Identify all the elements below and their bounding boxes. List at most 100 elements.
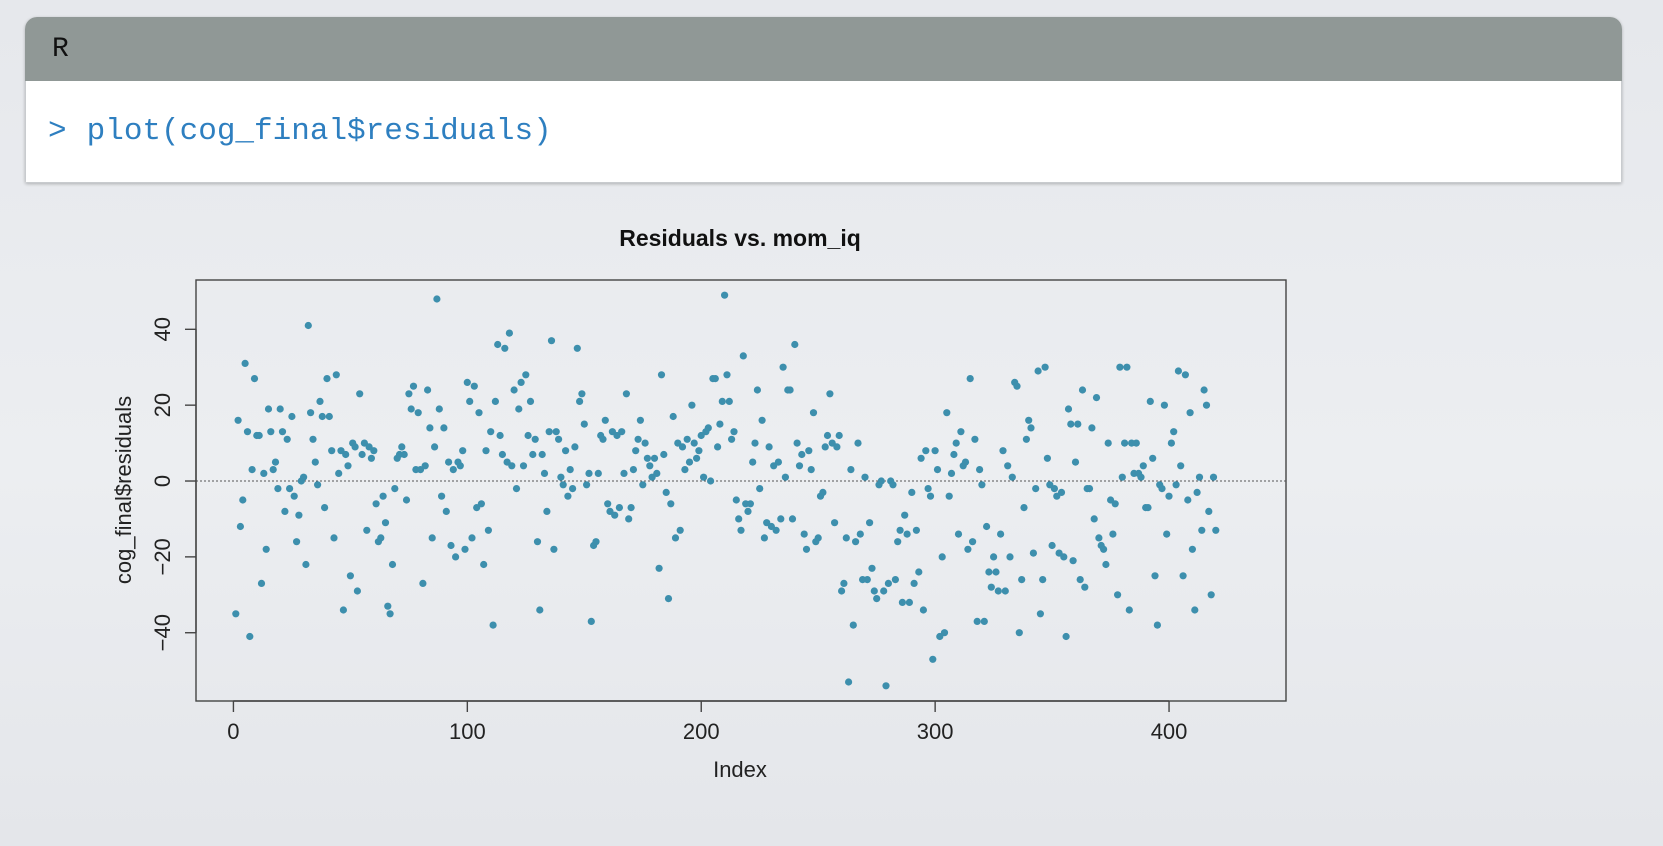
data-point — [1095, 534, 1103, 542]
data-point — [1179, 572, 1187, 580]
data-point — [447, 541, 455, 550]
data-point — [877, 477, 885, 485]
y-axis-label: cog_final$residuals — [111, 396, 136, 584]
data-point — [866, 519, 874, 527]
data-point — [1090, 515, 1098, 523]
data-point — [894, 538, 902, 546]
data-point — [505, 329, 513, 337]
data-point — [1111, 500, 1119, 508]
data-point — [798, 450, 806, 459]
x-tick-label: 0 — [227, 719, 239, 744]
data-point — [1085, 485, 1094, 493]
data-point — [232, 610, 240, 618]
data-point — [424, 386, 432, 394]
data-point — [985, 568, 993, 576]
data-point — [295, 511, 303, 519]
data-point — [676, 526, 684, 534]
data-point — [330, 534, 338, 542]
data-point — [402, 496, 411, 504]
data-point — [688, 401, 696, 409]
data-point — [463, 378, 471, 386]
data-point — [964, 545, 972, 553]
data-point — [856, 530, 864, 538]
data-point — [1039, 576, 1047, 584]
data-point — [901, 511, 909, 519]
data-point — [398, 443, 406, 451]
y-tick-label: 20 — [150, 393, 175, 417]
data-point — [854, 439, 862, 447]
data-point — [601, 416, 609, 424]
code-language-header: R — [25, 17, 1622, 81]
data-point — [1027, 424, 1035, 432]
data-point — [445, 458, 453, 466]
data-point — [646, 462, 654, 470]
data-point — [239, 496, 247, 504]
data-point — [611, 511, 619, 519]
data-point — [685, 458, 694, 466]
data-point — [1043, 454, 1051, 462]
data-point — [809, 409, 818, 417]
data-point — [538, 450, 546, 459]
data-point — [971, 435, 979, 443]
data-point — [728, 435, 736, 443]
data-point — [823, 431, 832, 440]
data-point — [896, 526, 904, 534]
data-point — [924, 485, 932, 493]
data-point — [723, 371, 731, 379]
data-point — [632, 447, 640, 455]
data-point — [1088, 424, 1096, 432]
data-point — [1198, 526, 1206, 534]
data-point — [819, 488, 827, 496]
data-point — [1076, 576, 1084, 584]
data-point — [442, 507, 450, 515]
data-point — [468, 534, 476, 542]
data-point — [898, 598, 907, 607]
data-point — [695, 447, 703, 455]
x-tick-label: 100 — [449, 719, 486, 744]
data-point — [903, 530, 911, 538]
data-point — [838, 587, 846, 595]
data-point — [510, 386, 518, 394]
data-point — [576, 397, 584, 405]
data-point — [524, 431, 532, 440]
data-point — [367, 454, 375, 462]
data-point — [880, 587, 888, 595]
data-point — [779, 363, 787, 371]
data-point — [517, 378, 525, 386]
data-point — [746, 500, 755, 508]
data-point — [236, 522, 244, 531]
x-tick-label: 200 — [683, 719, 720, 744]
data-point — [491, 397, 499, 405]
data-point — [753, 386, 762, 394]
data-point — [802, 545, 811, 553]
data-point — [926, 492, 935, 500]
data-point — [370, 447, 378, 455]
data-point — [470, 382, 478, 390]
data-point — [1078, 386, 1087, 394]
data-point — [1160, 401, 1168, 409]
data-point — [1193, 488, 1201, 496]
data-point — [391, 485, 399, 493]
data-point — [1081, 583, 1089, 591]
data-point — [433, 295, 441, 303]
data-point — [571, 443, 579, 451]
code-line: > plot(cog_final$residuals) — [25, 81, 1622, 183]
data-point — [994, 587, 1002, 595]
data-point — [426, 424, 434, 432]
data-point — [409, 382, 418, 390]
data-point — [922, 447, 930, 455]
data-point — [1202, 401, 1211, 409]
data-point — [641, 439, 649, 447]
data-point — [1015, 629, 1023, 637]
data-point — [271, 458, 280, 466]
data-point — [873, 595, 881, 603]
data-point — [1109, 530, 1117, 538]
data-point — [246, 632, 254, 641]
data-points — [232, 291, 1220, 690]
code-block: R > plot(cog_final$residuals) — [25, 17, 1622, 183]
data-point — [1074, 420, 1082, 428]
data-point — [1029, 549, 1037, 557]
data-point — [438, 492, 446, 500]
y-tick-label: −40 — [150, 614, 175, 651]
